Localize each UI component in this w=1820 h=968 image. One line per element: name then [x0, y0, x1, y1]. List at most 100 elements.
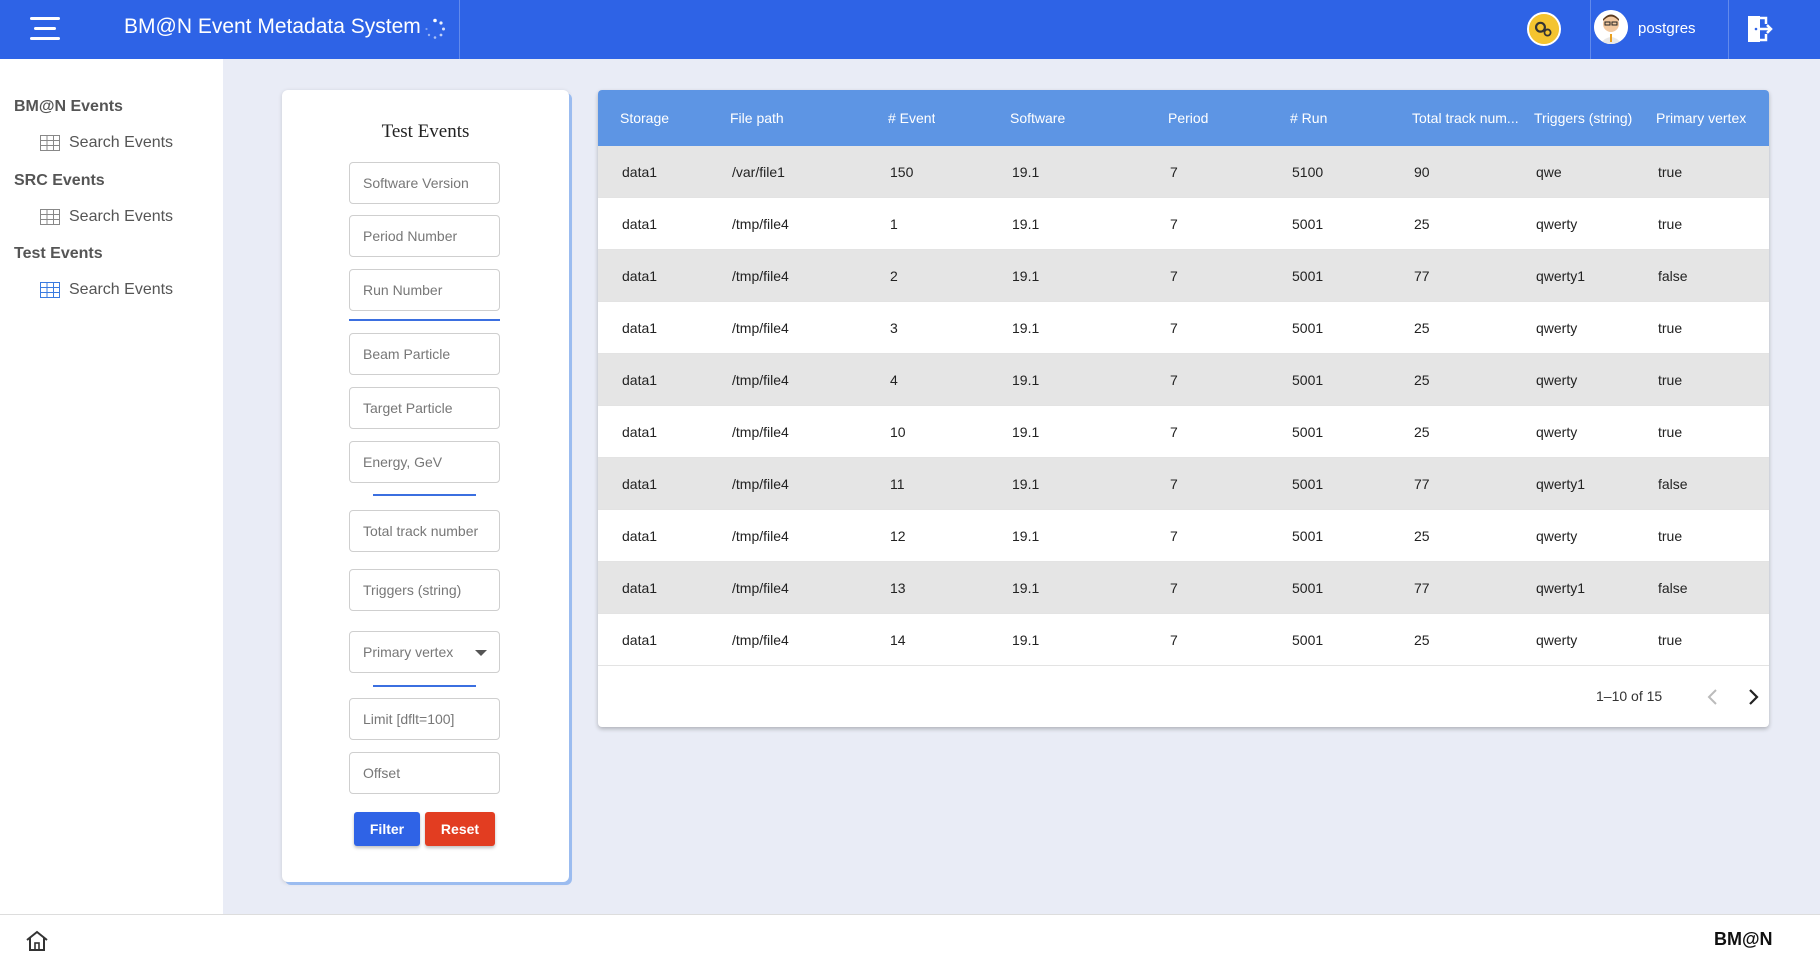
reset-button[interactable]: Reset [425, 812, 495, 846]
cell-period: 7 [1170, 424, 1178, 440]
cell-primary-vertex: true [1658, 632, 1683, 648]
app-title: BM@N Event Metadata System [124, 15, 421, 38]
database-settings-icon[interactable] [1527, 12, 1561, 46]
chevron-right-icon[interactable] [1738, 682, 1768, 712]
sidebar-item-label: Search Events [69, 208, 174, 225]
user-avatar[interactable] [1594, 10, 1628, 44]
home-icon[interactable] [24, 929, 50, 953]
cell-file-path: /tmp/file4 [732, 216, 789, 232]
logout-icon[interactable] [1744, 13, 1774, 45]
cell-period: 7 [1170, 268, 1178, 284]
beam-particle-input[interactable] [349, 333, 500, 375]
cell-event: 12 [890, 528, 906, 544]
filter-button[interactable]: Filter [354, 812, 420, 846]
cell-event: 10 [890, 424, 906, 440]
cell-storage: data1 [622, 528, 658, 544]
total-track-number-input[interactable] [349, 510, 500, 552]
period-number-input[interactable] [349, 215, 500, 257]
cell-event: 11 [890, 476, 905, 492]
table-row[interactable]: data1/tmp/file4 3 19.1 7 5001 25 qwerty true [598, 302, 1769, 354]
table-header: Storage File path # Event Software Perio… [598, 90, 1769, 146]
sidebar-item-test-search-events[interactable]: Search Events [40, 281, 173, 299]
cell-storage: data1 [622, 320, 658, 336]
cell-period: 7 [1170, 632, 1178, 648]
cell-event: 4 [890, 372, 898, 388]
column-header-run[interactable]: # Run [1290, 110, 1328, 126]
cell-period: 7 [1170, 164, 1178, 180]
column-header-period[interactable]: Period [1168, 110, 1209, 126]
table-row[interactable]: data1/tmp/file4 10 19.1 7 5001 25 qwerty true [598, 406, 1769, 458]
sidebar-group-src-events: SRC Events [14, 172, 105, 189]
sidebar-item-bmn-search-events[interactable]: Search Events [40, 134, 173, 152]
section-divider [373, 685, 476, 687]
cell-storage: data1 [622, 268, 658, 284]
chevron-left-icon[interactable] [1698, 682, 1728, 712]
column-header-primary-vertex[interactable]: Primary vertex [1656, 110, 1747, 126]
table-row[interactable]: data1/tmp/file4 4 19.1 7 5001 25 qwerty true [598, 354, 1769, 406]
cell-storage: data1 [622, 580, 658, 596]
primary-vertex-label: Primary vertex [363, 644, 454, 660]
cell-triggers: qwerty [1536, 424, 1578, 440]
software-version-input[interactable] [349, 162, 500, 204]
cell-primary-vertex: true [1658, 216, 1683, 232]
cell-triggers: qwerty [1536, 528, 1578, 544]
cell-event: 3 [890, 320, 898, 336]
column-header-total-track-number[interactable]: Total track num... [1412, 110, 1519, 126]
cell-run: 5001 [1292, 632, 1324, 648]
sidebar-item-src-search-events[interactable]: Search Events [40, 208, 173, 226]
table-row[interactable]: data1/tmp/file4 14 19.1 7 5001 25 qwerty true [598, 614, 1769, 666]
triggers-input[interactable] [349, 569, 500, 611]
menu-icon[interactable] [28, 14, 64, 44]
cell-total-track-number: 77 [1414, 268, 1430, 284]
cell-event: 2 [890, 268, 898, 284]
column-header-storage[interactable]: Storage [620, 110, 670, 126]
cell-run: 5001 [1292, 476, 1324, 492]
sidebar-item-label: Search Events [69, 134, 174, 151]
username[interactable]: postgres [1638, 20, 1696, 37]
table-row[interactable]: data1/tmp/file4 12 19.1 7 5001 25 qwerty true [598, 510, 1769, 562]
cell-event: 14 [890, 632, 906, 648]
cell-software: 19.1 [1012, 528, 1040, 544]
table-pagination: 1–10 of 15 [598, 666, 1769, 727]
header-divider [1728, 0, 1729, 59]
events-table: Storage File path # Event Software Perio… [598, 90, 1769, 727]
cell-primary-vertex: true [1658, 164, 1683, 180]
energy-input[interactable] [349, 441, 500, 483]
column-header-software[interactable]: Software [1010, 110, 1066, 126]
column-header-event[interactable]: # Event [888, 110, 936, 126]
cell-run: 5001 [1292, 528, 1324, 544]
table-row[interactable]: data1/tmp/file4 13 19.1 7 5001 77 qwerty1 false [598, 562, 1769, 614]
footer: BM@N [0, 914, 1820, 968]
cell-file-path: /var/file1 [732, 164, 785, 180]
cell-total-track-number: 25 [1414, 216, 1430, 232]
cell-event: 13 [890, 580, 906, 596]
cell-triggers: qwerty [1536, 372, 1578, 388]
pagination-range: 1–10 of 15 [1596, 688, 1663, 704]
cell-file-path: /tmp/file4 [732, 320, 789, 336]
table-row[interactable]: data1/var/file1 150 19.1 7 5100 90 qwe true [598, 146, 1769, 198]
cell-storage: data1 [622, 424, 658, 440]
cell-event: 1 [890, 216, 898, 232]
cell-primary-vertex: false [1658, 476, 1688, 492]
table-row[interactable]: data1/tmp/file4 1 19.1 7 5001 25 qwerty true [598, 198, 1769, 250]
column-header-file-path[interactable]: File path [730, 110, 784, 126]
chevron-down-icon [475, 650, 487, 656]
cell-event: 150 [890, 164, 914, 180]
table-row[interactable]: data1/tmp/file4 2 19.1 7 5001 77 qwerty1 false [598, 250, 1769, 302]
cell-triggers: qwerty [1536, 216, 1578, 232]
offset-input[interactable] [349, 752, 500, 794]
cell-primary-vertex: true [1658, 320, 1683, 336]
cell-software: 19.1 [1012, 632, 1040, 648]
cell-total-track-number: 25 [1414, 424, 1430, 440]
column-header-triggers[interactable]: Triggers (string) [1534, 110, 1633, 126]
cell-storage: data1 [622, 476, 658, 492]
table-row[interactable]: data1/tmp/file4 11 19.1 7 5001 77 qwerty1 false [598, 458, 1769, 510]
cell-file-path: /tmp/file4 [732, 476, 789, 492]
target-particle-input[interactable] [349, 387, 500, 429]
primary-vertex-select[interactable]: Primary vertex [349, 631, 500, 673]
section-divider [373, 494, 476, 496]
limit-input[interactable] [349, 698, 500, 740]
table-icon [40, 135, 60, 151]
header-divider [459, 0, 460, 59]
run-number-input[interactable] [349, 269, 500, 311]
